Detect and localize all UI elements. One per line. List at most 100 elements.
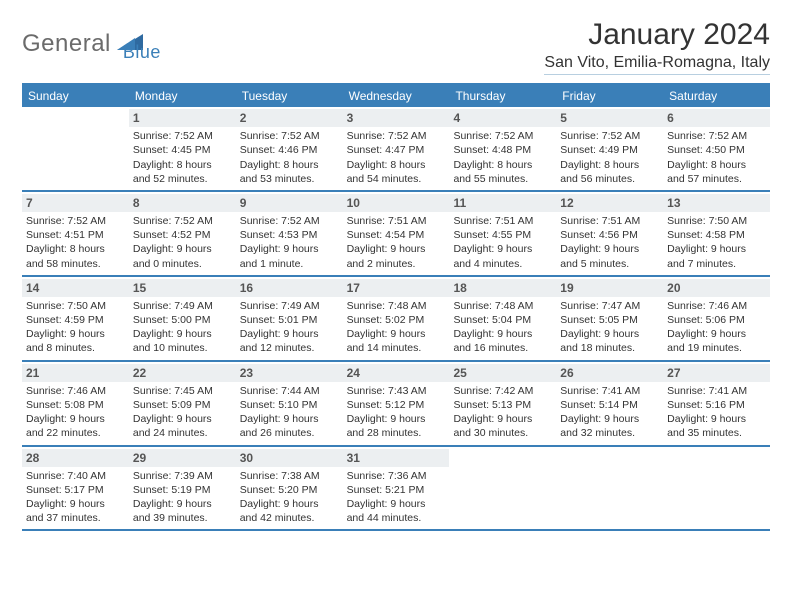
day-info-line: Sunset: 5:12 PM <box>347 398 446 412</box>
day-info-line: and 10 minutes. <box>133 341 232 355</box>
day-info-line: Sunset: 4:46 PM <box>240 143 339 157</box>
day-cell: 10Sunrise: 7:51 AMSunset: 4:54 PMDayligh… <box>343 192 450 275</box>
day-info-line: and 32 minutes. <box>560 426 659 440</box>
day-cell: 18Sunrise: 7:48 AMSunset: 5:04 PMDayligh… <box>449 277 556 360</box>
day-cell: 14Sunrise: 7:50 AMSunset: 4:59 PMDayligh… <box>22 277 129 360</box>
day-number-bar: 25 <box>449 364 556 382</box>
day-number: 5 <box>560 111 567 125</box>
day-info-line: Daylight: 8 hours <box>240 158 339 172</box>
day-info-line: Sunset: 5:20 PM <box>240 483 339 497</box>
day-cell: 8Sunrise: 7:52 AMSunset: 4:52 PMDaylight… <box>129 192 236 275</box>
day-cell: 6Sunrise: 7:52 AMSunset: 4:50 PMDaylight… <box>663 107 770 190</box>
day-info-line: Sunset: 4:54 PM <box>347 228 446 242</box>
day-info-line: Sunrise: 7:49 AM <box>240 299 339 313</box>
day-info-line: Sunrise: 7:52 AM <box>240 129 339 143</box>
day-cell: 26 Sunrise: 7:41 AMSunset: 5:14 PMDayligh… <box>556 362 663 445</box>
day-info-line: Daylight: 9 hours <box>133 412 232 426</box>
day-cell: 27Sunrise: 7:41 AMSunset: 5:16 PMDayligh… <box>663 362 770 445</box>
day-cell <box>663 447 770 530</box>
day-info-line: Sunset: 5:17 PM <box>26 483 125 497</box>
day-info-line: Sunset: 5:06 PM <box>667 313 766 327</box>
page-header: General Blue January 2024 San Vito, Emil… <box>22 18 770 75</box>
day-info-line: Daylight: 9 hours <box>240 327 339 341</box>
day-info-line: Sunrise: 7:38 AM <box>240 469 339 483</box>
day-info-line: Daylight: 9 hours <box>347 242 446 256</box>
day-header: Thursday <box>449 85 556 107</box>
day-info-line: and 12 minutes. <box>240 341 339 355</box>
day-number: 2 <box>240 111 247 125</box>
day-info-line: Daylight: 9 hours <box>453 242 552 256</box>
day-info-line: and 57 minutes. <box>667 172 766 186</box>
day-info-line: and 1 minute. <box>240 257 339 271</box>
day-info-line: Daylight: 9 hours <box>240 497 339 511</box>
day-number-bar: 17 <box>343 279 450 297</box>
day-info-line: and 26 minutes. <box>240 426 339 440</box>
day-info-line: Sunrise: 7:41 AM <box>560 384 659 398</box>
day-header: Wednesday <box>343 85 450 107</box>
day-info-line: Daylight: 8 hours <box>667 158 766 172</box>
day-number: 1 <box>133 111 140 125</box>
day-number-bar: 30 <box>236 449 343 467</box>
logo-text-blue: Blue <box>123 42 161 63</box>
day-number-bar: 28 <box>22 449 129 467</box>
day-number: 25 <box>453 366 466 380</box>
day-number: 28 <box>26 451 39 465</box>
day-header: Sunday <box>22 85 129 107</box>
day-number: 31 <box>347 451 360 465</box>
day-header-row: SundayMondayTuesdayWednesdayThursdayFrid… <box>22 85 770 107</box>
day-cell: 25Sunrise: 7:42 AMSunset: 5:13 PMDayligh… <box>449 362 556 445</box>
day-info-line: Daylight: 9 hours <box>347 412 446 426</box>
day-info-line: Sunrise: 7:52 AM <box>453 129 552 143</box>
day-info-line: and 7 minutes. <box>667 257 766 271</box>
day-header: Saturday <box>663 85 770 107</box>
calendar: SundayMondayTuesdayWednesdayThursdayFrid… <box>22 83 770 531</box>
day-info-line: Sunset: 5:19 PM <box>133 483 232 497</box>
day-number-bar: 15 <box>129 279 236 297</box>
day-info-line: Sunrise: 7:46 AM <box>26 384 125 398</box>
day-info-line: Daylight: 9 hours <box>560 327 659 341</box>
day-cell <box>556 447 663 530</box>
day-info-line: Sunrise: 7:50 AM <box>667 214 766 228</box>
day-info-line: Daylight: 9 hours <box>347 497 446 511</box>
day-cell: 11Sunrise: 7:51 AMSunset: 4:55 PMDayligh… <box>449 192 556 275</box>
day-cell: 24Sunrise: 7:43 AMSunset: 5:12 PMDayligh… <box>343 362 450 445</box>
day-info-line: Sunrise: 7:47 AM <box>560 299 659 313</box>
location-subtitle: San Vito, Emilia-Romagna, Italy <box>544 54 770 75</box>
day-cell: 17Sunrise: 7:48 AMSunset: 5:02 PMDayligh… <box>343 277 450 360</box>
day-cell: 2 Sunrise: 7:52 AMSunset: 4:46 PMDaylight… <box>236 107 343 190</box>
day-info-line: and 18 minutes. <box>560 341 659 355</box>
day-info-line: Sunrise: 7:51 AM <box>453 214 552 228</box>
day-number-bar: 4 <box>449 109 556 127</box>
day-info-line: Daylight: 9 hours <box>560 412 659 426</box>
day-number: 29 <box>133 451 146 465</box>
day-cell: 23Sunrise: 7:44 AMSunset: 5:10 PMDayligh… <box>236 362 343 445</box>
day-info-line: Daylight: 9 hours <box>26 327 125 341</box>
day-info-line: Sunrise: 7:39 AM <box>133 469 232 483</box>
day-info-line: Sunset: 5:14 PM <box>560 398 659 412</box>
day-number: 27 <box>667 366 680 380</box>
day-info-line: Daylight: 9 hours <box>133 497 232 511</box>
day-info-line: Sunrise: 7:41 AM <box>667 384 766 398</box>
day-info-line: Daylight: 8 hours <box>133 158 232 172</box>
day-info-line: Sunrise: 7:44 AM <box>240 384 339 398</box>
day-cell: 30 Sunrise: 7:38 AMSunset: 5:20 PMDayligh… <box>236 447 343 530</box>
day-info-line: Daylight: 9 hours <box>453 327 552 341</box>
day-number-bar: 26 <box>556 364 663 382</box>
day-info-line: and 28 minutes. <box>347 426 446 440</box>
day-info-line: Daylight: 9 hours <box>667 412 766 426</box>
day-number-bar: 16 <box>236 279 343 297</box>
day-header: Friday <box>556 85 663 107</box>
day-info-line: Sunset: 5:09 PM <box>133 398 232 412</box>
day-info-line: and 5 minutes. <box>560 257 659 271</box>
day-info-line: Daylight: 9 hours <box>667 327 766 341</box>
day-number: 30 <box>240 451 253 465</box>
day-info-line: Sunset: 4:49 PM <box>560 143 659 157</box>
day-number: 22 <box>133 366 146 380</box>
day-info-line: Sunset: 5:21 PM <box>347 483 446 497</box>
day-number-bar: 29 <box>129 449 236 467</box>
day-cell: 19Sunrise: 7:47 AMSunset: 5:05 PMDayligh… <box>556 277 663 360</box>
day-info-line: Sunrise: 7:36 AM <box>347 469 446 483</box>
day-number: 3 <box>347 111 354 125</box>
day-header: Tuesday <box>236 85 343 107</box>
day-info-line: and 16 minutes. <box>453 341 552 355</box>
